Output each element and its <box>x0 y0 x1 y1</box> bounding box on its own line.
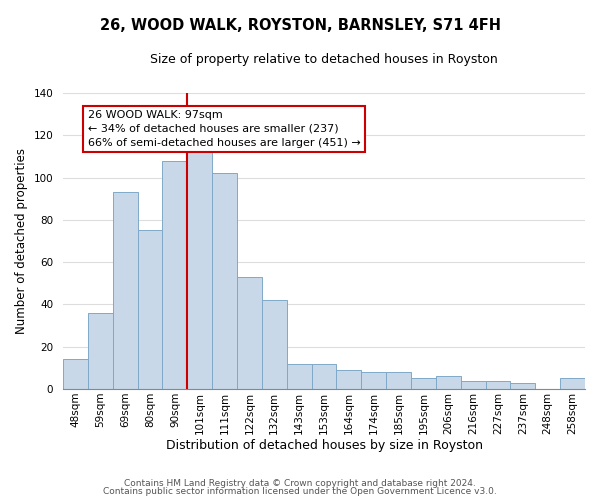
Text: Contains HM Land Registry data © Crown copyright and database right 2024.: Contains HM Land Registry data © Crown c… <box>124 478 476 488</box>
Bar <box>411 378 436 389</box>
Bar <box>163 160 187 389</box>
Bar <box>337 370 361 389</box>
Bar <box>88 313 113 389</box>
Bar <box>237 277 262 389</box>
Y-axis label: Number of detached properties: Number of detached properties <box>15 148 28 334</box>
Bar <box>386 372 411 389</box>
Bar <box>560 378 585 389</box>
Bar <box>63 360 88 389</box>
X-axis label: Distribution of detached houses by size in Royston: Distribution of detached houses by size … <box>166 440 482 452</box>
Bar <box>262 300 287 389</box>
Bar <box>287 364 311 389</box>
Bar <box>113 192 137 389</box>
Bar <box>461 380 485 389</box>
Title: Size of property relative to detached houses in Royston: Size of property relative to detached ho… <box>150 52 498 66</box>
Bar <box>485 380 511 389</box>
Text: 26 WOOD WALK: 97sqm
← 34% of detached houses are smaller (237)
66% of semi-detac: 26 WOOD WALK: 97sqm ← 34% of detached ho… <box>88 110 361 148</box>
Text: Contains public sector information licensed under the Open Government Licence v3: Contains public sector information licen… <box>103 487 497 496</box>
Bar <box>137 230 163 389</box>
Bar <box>436 376 461 389</box>
Bar <box>187 152 212 389</box>
Bar <box>311 364 337 389</box>
Bar <box>212 174 237 389</box>
Bar <box>361 372 386 389</box>
Bar <box>511 382 535 389</box>
Text: 26, WOOD WALK, ROYSTON, BARNSLEY, S71 4FH: 26, WOOD WALK, ROYSTON, BARNSLEY, S71 4F… <box>100 18 500 32</box>
